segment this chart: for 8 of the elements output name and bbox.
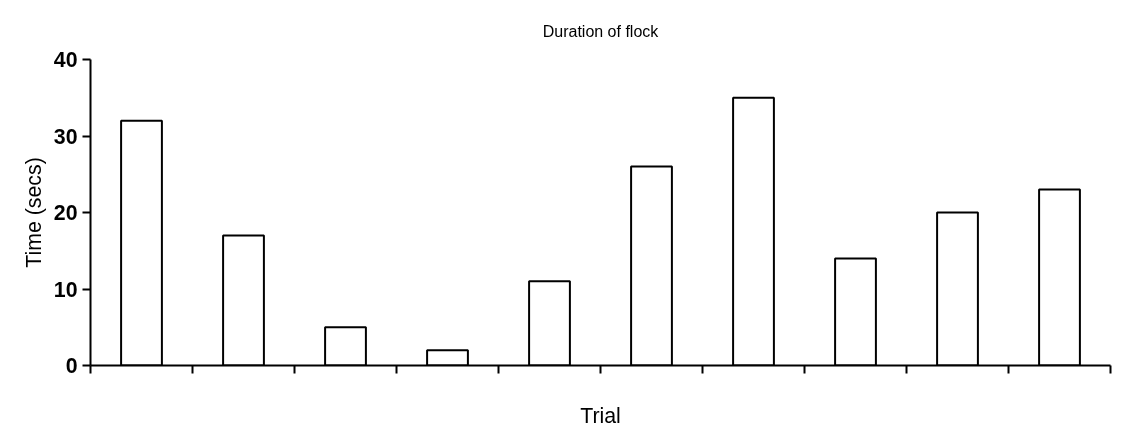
chart-title: Duration of flock — [542, 22, 660, 40]
y-tick-label: 10 — [53, 277, 78, 302]
y-tick-label: 40 — [53, 48, 78, 72]
y-axis-title: Time (secs) — [21, 157, 46, 268]
y-tick-label: 0 — [65, 354, 78, 378]
y-tick-label: 30 — [53, 124, 78, 149]
y-tick-label: 20 — [53, 201, 78, 225]
x-axis-title: Trial — [580, 403, 621, 428]
